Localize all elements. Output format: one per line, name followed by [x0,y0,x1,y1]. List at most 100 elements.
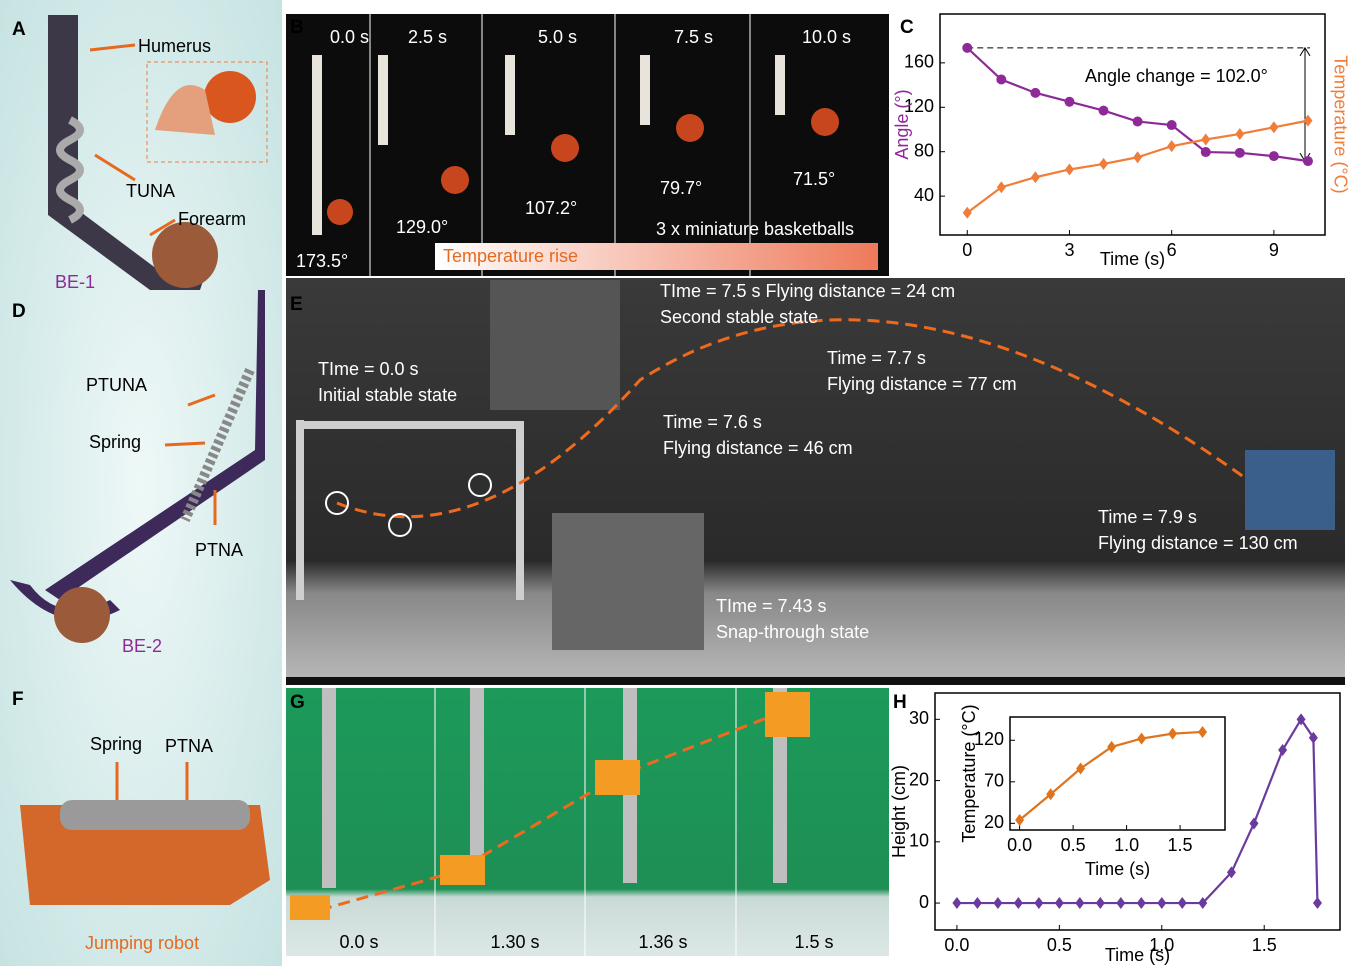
panel-label: F [12,689,24,710]
annotation: TIme = 7.43 s [716,596,827,616]
marker [1096,897,1105,909]
time-label: 1.30 s [490,932,539,952]
marker [996,75,1006,85]
basketball [441,166,469,194]
marker [1235,128,1244,140]
x-axis-label: Time (s) [1105,945,1170,965]
robot [440,855,485,885]
time-label: 2.5 s [408,27,447,47]
x-tick-label: 0.0 [1007,835,1032,855]
robot [595,760,640,795]
marker [1167,140,1176,152]
panel-d-label: BE-2 [122,636,162,656]
y-tick-label: 160 [904,52,934,72]
target [1245,450,1335,530]
ruler [322,688,336,888]
panel-d-label: Spring [89,432,141,452]
y2-axis-label: Temperature (°C) [1330,55,1350,193]
panel-label: C [900,17,914,38]
x-axis-label: Time (s) [1085,859,1150,879]
marker [1167,120,1177,130]
basketball [676,114,704,142]
x-tick-label: 0 [962,240,972,260]
y-tick-label: 80 [914,140,934,160]
annotation: Time = 7.7 s [827,348,926,368]
panel-a-label: BE-1 [55,272,95,292]
fixture [312,55,322,235]
robot [290,895,330,920]
figure: ABCDEFGHHumerusTUNAForearmBE-1PTUNASprin… [0,0,1351,966]
marker [1303,156,1313,166]
marker [1269,121,1278,133]
time-label: 0.0 s [339,932,378,952]
y-tick-label: 20 [909,769,929,789]
marker [1075,897,1084,909]
fixture [378,55,388,145]
marker [1099,106,1109,116]
marker [1157,897,1166,909]
marker [1031,171,1040,183]
y-tick-label: 40 [914,185,934,205]
marker [993,897,1002,909]
panel-d-label: PTUNA [86,375,147,395]
annotation: Flying distance = 130 cm [1098,533,1298,553]
marker [997,181,1006,193]
marker [952,897,961,909]
marker [1269,151,1279,161]
angle-label: 107.2° [525,198,577,218]
inset-photo [552,513,704,650]
basketball [327,199,353,225]
panel-label: E [290,294,303,315]
marker [1064,97,1074,107]
bar [286,677,1345,685]
x-tick-label: 1.0 [1114,835,1139,855]
x-tick-label: 0.5 [1047,935,1072,955]
time-label: 0.0 s [330,27,369,47]
panel-f-label: Jumping robot [85,933,199,953]
marker [1065,163,1074,175]
marker [1133,117,1143,127]
panel-a-label: TUNA [126,181,175,201]
panel-a-label: Humerus [138,36,211,56]
time-label: 7.5 s [674,27,713,47]
fixture [775,55,785,115]
x-tick-label: 0.0 [944,935,969,955]
time-label: 5.0 s [538,27,577,47]
annotation: Flying distance = 46 cm [663,438,853,458]
marker [962,43,972,53]
panel-label: H [893,692,907,713]
ruler [470,688,484,883]
marker [1030,88,1040,98]
annotation: TIme = 7.5 s Flying distance = 24 cm [660,281,955,301]
x-tick-label: 3 [1064,240,1074,260]
annotation: Time = 7.9 s [1098,507,1197,527]
basketball [551,134,579,162]
marker [973,897,982,909]
panel-f-label: Spring [90,734,142,754]
fixture [640,55,650,125]
time-label: 10.0 s [802,27,851,47]
annotation: TIme = 0.0 s [318,359,419,379]
y-axis-label: Angle (°) [892,89,912,159]
x-tick-label: 0.5 [1061,835,1086,855]
change-arrow [1300,48,1310,161]
basketball [204,71,256,123]
annotation: Second stable state [660,307,818,327]
marker [1055,897,1064,909]
panel-label: B [290,17,304,38]
x-tick-label: 9 [1269,240,1279,260]
panel-d-label: PTNA [195,540,243,560]
y-tick-label: 70 [984,771,1004,791]
annotation: Time = 7.6 s [663,412,762,432]
panel-f-label: PTNA [165,736,213,756]
marker [1034,897,1043,909]
marker [1201,147,1211,157]
banner-text: Temperature rise [443,246,578,266]
angle-label: 71.5° [793,169,835,189]
marker [1313,897,1322,909]
robot [765,692,810,737]
panel-a-label: Forearm [178,209,246,229]
marker [1137,897,1146,909]
basketball [811,108,839,136]
plot-frame [1010,717,1225,830]
